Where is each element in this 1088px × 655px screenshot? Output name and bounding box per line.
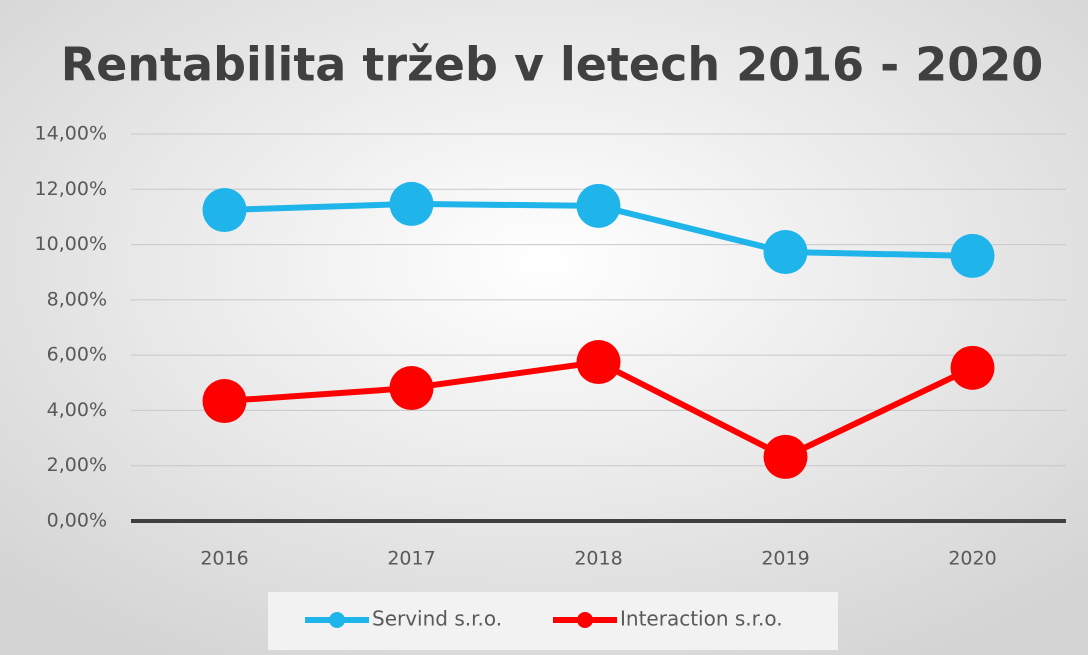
x-tick-label: 2016: [200, 548, 248, 570]
data-point: [389, 181, 434, 226]
y-tick-label: 8,00%: [47, 288, 107, 310]
x-tick-label: 2019: [761, 548, 809, 570]
y-tick-label: 2,00%: [47, 454, 107, 476]
data-point: [576, 340, 621, 385]
legend-marker: [577, 612, 593, 628]
data-point: [202, 188, 247, 233]
y-tick-label: 6,00%: [47, 344, 107, 366]
y-tick-label: 10,00%: [35, 233, 107, 255]
y-tick-label: 0,00%: [47, 510, 107, 532]
x-tick-label: 2018: [574, 548, 622, 570]
data-point: [763, 434, 808, 479]
x-tick-label: 2017: [387, 548, 435, 570]
y-tick-label: 4,00%: [47, 399, 107, 421]
legend-label: Interaction s.r.o.: [620, 607, 783, 631]
data-point: [950, 233, 995, 278]
legend-label: Servind s.r.o.: [372, 607, 502, 631]
chart-title: Rentabilita tržeb v letech 2016 - 2020: [61, 38, 1044, 92]
y-tick-label: 12,00%: [35, 178, 107, 200]
data-point: [389, 366, 434, 411]
y-tick-label: 14,00%: [35, 123, 107, 145]
data-point: [202, 379, 247, 424]
x-tick-label: 2020: [948, 548, 996, 570]
data-point: [950, 345, 995, 390]
data-point: [576, 183, 621, 228]
legend-marker: [329, 612, 345, 628]
data-point: [763, 230, 808, 275]
